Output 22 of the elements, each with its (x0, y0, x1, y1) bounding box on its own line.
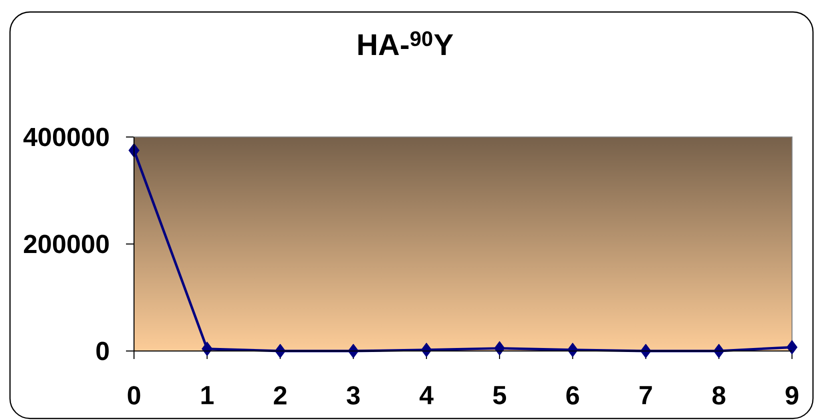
x-tick-label: 6 (566, 386, 579, 405)
point (567, 342, 578, 358)
point (202, 342, 213, 356)
x-tick-label: 1 (202, 386, 214, 404)
y-tick-label: 400000 (23, 128, 109, 146)
point (494, 341, 506, 356)
x-tick-label: 4 (420, 386, 434, 404)
point (420, 342, 432, 358)
x-tick-label: 8 (712, 386, 726, 405)
x-tick-label: 9 (786, 386, 798, 405)
point (640, 344, 652, 358)
x-tick-label: 7 (640, 386, 652, 404)
x-tick-label: 3 (346, 386, 360, 405)
point (786, 340, 798, 354)
point (274, 344, 286, 358)
y-tick-label: 0 (96, 342, 109, 360)
x-tick-label: 0 (128, 386, 140, 405)
point (348, 344, 359, 358)
chart-title: HA-$^{90}$Y (358, 31, 454, 55)
x-tick-label: 5 (493, 386, 506, 404)
x-tick-label: 2 (274, 386, 286, 404)
y-tick-label: 200000 (24, 234, 109, 254)
